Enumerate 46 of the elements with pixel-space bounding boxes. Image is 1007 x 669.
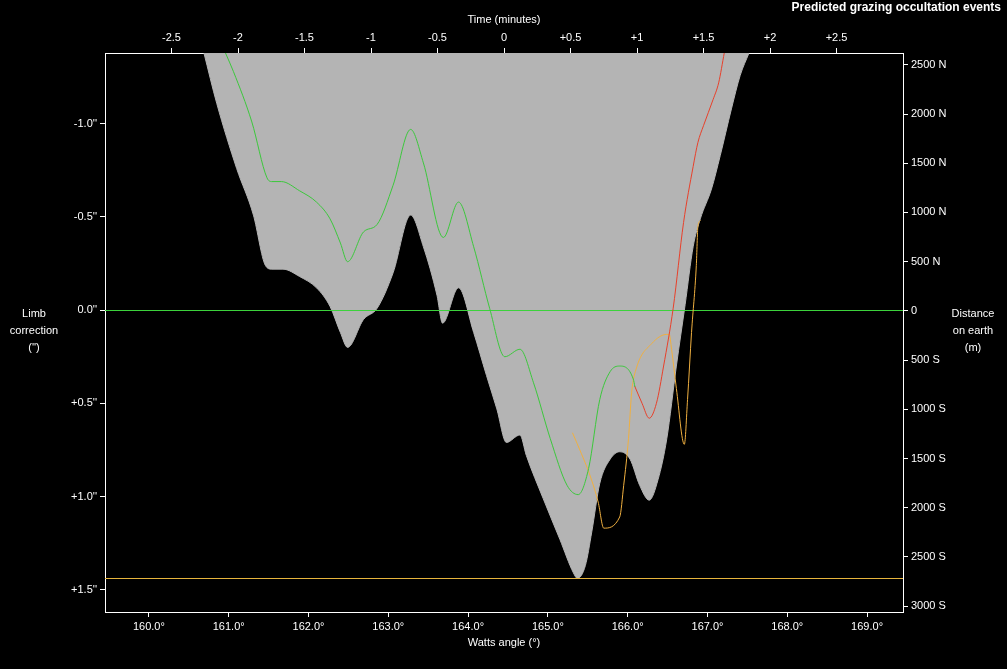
y-axis-title: Limb correction ('') bbox=[8, 306, 60, 355]
y-tick-label: -0.5'' bbox=[73, 210, 97, 222]
y-tick-label: 0.0'' bbox=[77, 303, 97, 316]
y-tick-label: -1.0'' bbox=[73, 116, 97, 129]
x-tick-label: 162.0° bbox=[292, 619, 325, 632]
line-series bbox=[572, 220, 701, 529]
x2-tick-label: +1.5 bbox=[692, 31, 715, 44]
y2-tick-label: 2000 N bbox=[911, 107, 947, 120]
x-tick-label: 167.0° bbox=[691, 619, 724, 632]
x2-tick-label: +2.5 bbox=[825, 31, 848, 44]
x2-axis-title: Time (minutes) bbox=[467, 12, 541, 25]
y2-tick-label: 2500 S bbox=[911, 549, 946, 562]
y2-tick-label: 0 bbox=[911, 303, 918, 316]
x2-tick-label: -2.5 bbox=[162, 31, 181, 44]
y-tick-label: +0.5'' bbox=[71, 396, 97, 409]
x-tick-label: 160.0° bbox=[132, 619, 165, 632]
x-tick-label: 164.0° bbox=[452, 619, 485, 632]
line-series bbox=[634, 53, 725, 419]
y2-tick-label: 2000 S bbox=[911, 500, 946, 513]
y-tick-label: +1.0'' bbox=[71, 489, 97, 502]
y2-tick-label: 2500 N bbox=[911, 57, 947, 70]
x-tick-label: 161.0° bbox=[212, 619, 245, 632]
y2-tick-label: 1000 S bbox=[911, 402, 946, 415]
x2-tick-label: -0.5 bbox=[428, 31, 447, 44]
x2-tick-label: +0.5 bbox=[559, 31, 582, 44]
x2-tick-label: -1 bbox=[366, 31, 376, 44]
x2-tick-label: +1 bbox=[630, 31, 644, 44]
y2-tick-label: 1000 N bbox=[911, 205, 947, 218]
x-tick-label: 163.0° bbox=[372, 619, 405, 632]
y2-tick-label: 500 S bbox=[911, 353, 940, 366]
y2-tick-label: 3000 S bbox=[911, 599, 946, 612]
y2-tick-label: 1500 N bbox=[911, 156, 947, 169]
x2-tick-label: -2 bbox=[233, 31, 243, 44]
x2-tick-label: 0 bbox=[500, 31, 508, 44]
y-tick-label: +1.5'' bbox=[71, 582, 97, 595]
y2-tick-label: 1500 S bbox=[911, 451, 946, 464]
x-tick-label: 166.0° bbox=[611, 619, 644, 632]
x-tick-label: 165.0° bbox=[531, 619, 564, 632]
x-tick-label: 169.0° bbox=[851, 619, 884, 632]
x2-tick-label: -1.5 bbox=[295, 31, 314, 44]
chart-title: Predicted grazing occultation events bbox=[791, 0, 1001, 14]
y2-tick-label: 500 N bbox=[911, 254, 941, 267]
y2-axis-title: Distance on earth (m) bbox=[950, 306, 996, 355]
x-tick-label: 168.0° bbox=[771, 619, 804, 632]
x-axis-title: Watts angle (°) bbox=[467, 636, 541, 649]
x2-tick-label: +2 bbox=[763, 31, 777, 44]
